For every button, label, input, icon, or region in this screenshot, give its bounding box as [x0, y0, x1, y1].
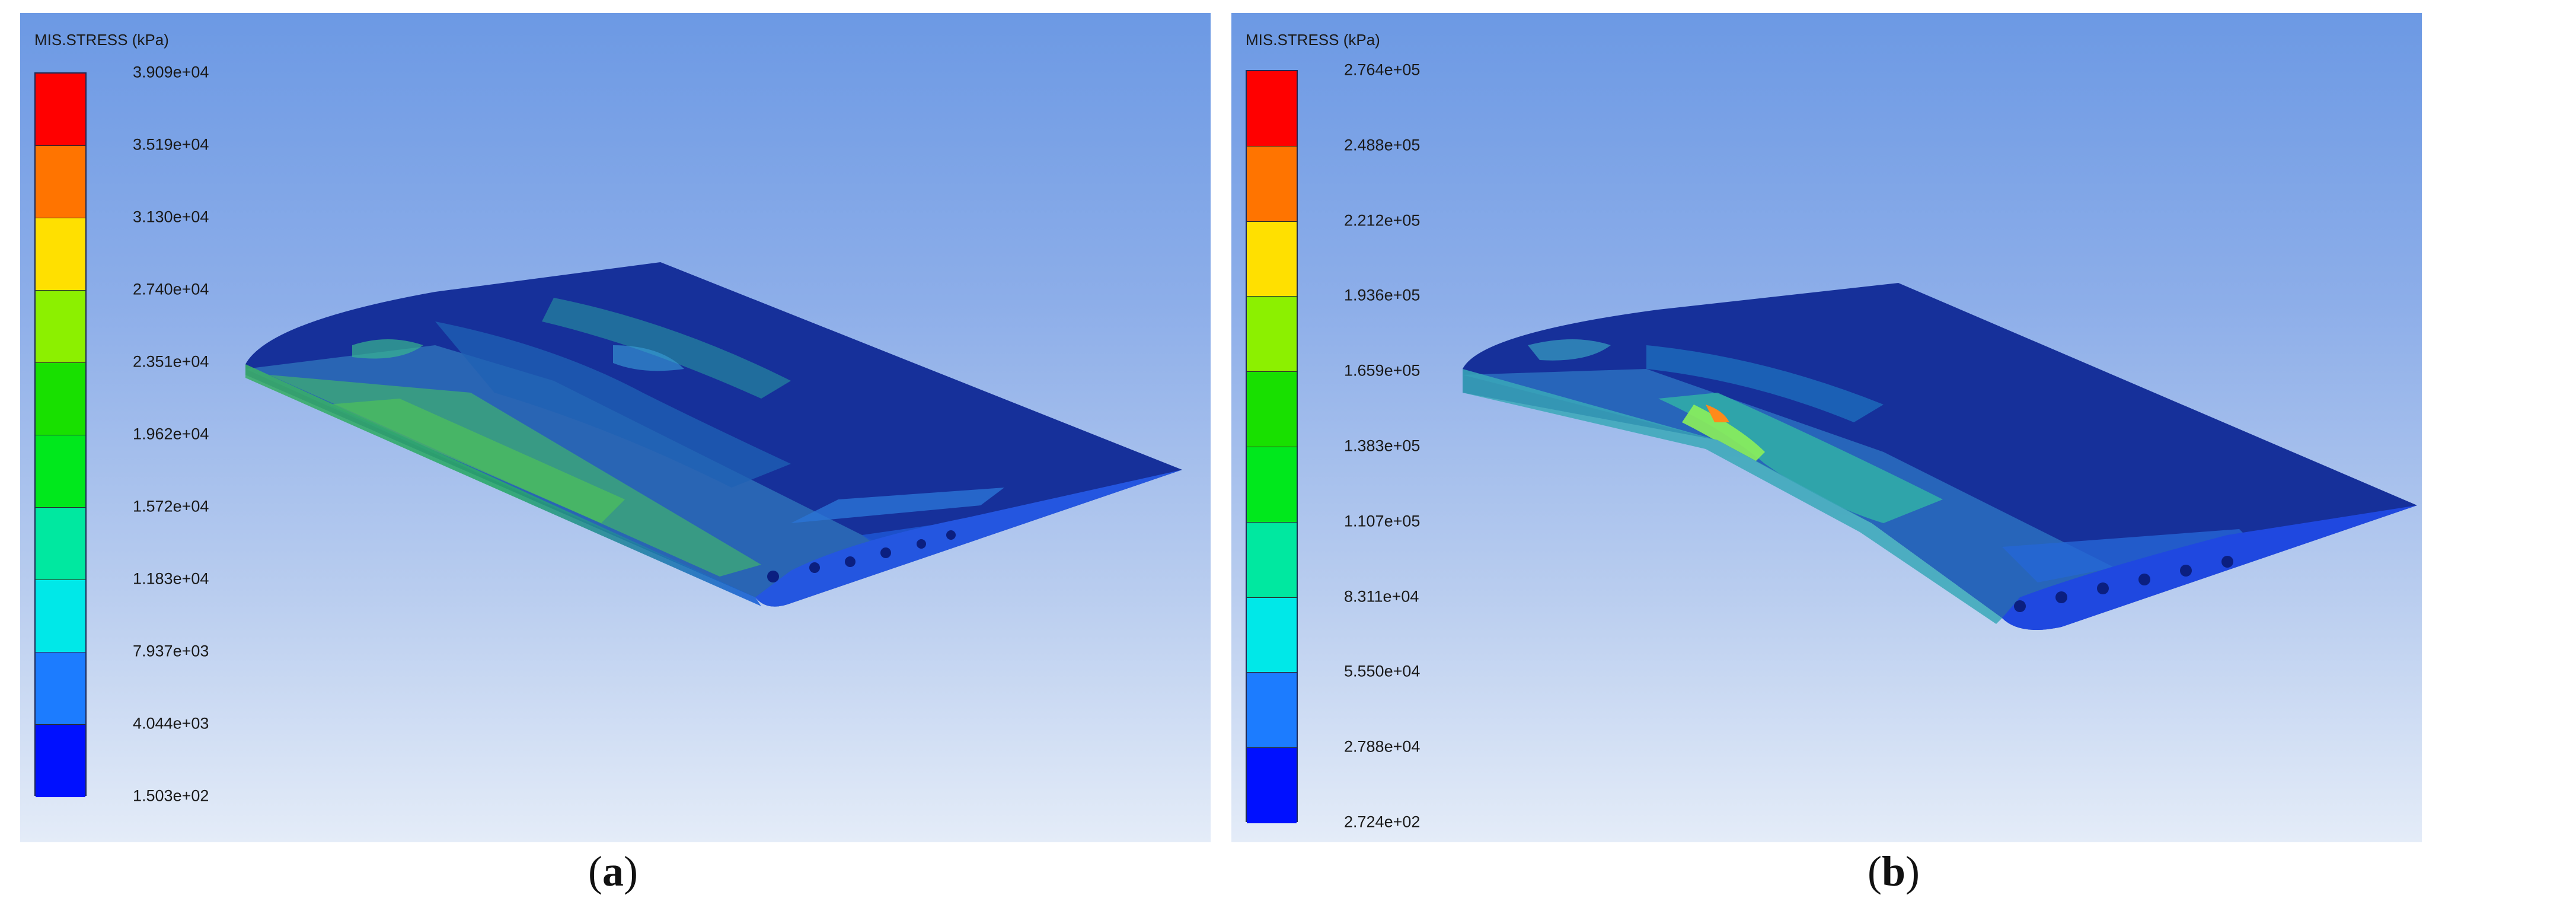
- legend-color-band: [1247, 522, 1297, 598]
- caption-a: (a): [588, 848, 638, 895]
- legend-color-band: [36, 146, 85, 218]
- legend-tick-label: 1.659e+05: [1344, 361, 1421, 380]
- wing-stress-contour: [1463, 283, 2417, 630]
- legend-tick-label: 1.962e+04: [133, 425, 209, 443]
- legend-title: MIS.STRESS (kPa): [1246, 31, 1380, 49]
- legend-color-band: [1247, 221, 1297, 297]
- caption-b: (b): [1868, 848, 1920, 895]
- legend-color-band: [36, 435, 85, 508]
- legend-color-band: [1247, 748, 1297, 823]
- legend-tick-label: 8.311e+04: [1344, 587, 1419, 606]
- legend-tick-label: 3.130e+04: [133, 208, 209, 226]
- legend-color-band: [1247, 447, 1297, 523]
- legend-tick-label: 2.351e+04: [133, 352, 209, 371]
- legend-color-band: [1247, 71, 1297, 147]
- legend-tick-label: 2.488e+05: [1344, 136, 1421, 154]
- legend-color-band: [36, 725, 85, 797]
- legend-tick-label: 2.724e+02: [1344, 813, 1421, 831]
- legend-color-band: [36, 652, 85, 725]
- legend-tick-label: 2.788e+04: [1344, 737, 1421, 756]
- legend-color-band: [1247, 673, 1297, 749]
- legend-color-band: [1247, 297, 1297, 372]
- legend-title: MIS.STRESS (kPa): [34, 31, 169, 49]
- legend-color-band: [36, 508, 85, 580]
- legend-tick-label: 1.107e+05: [1344, 512, 1421, 530]
- legend-tick-label: 1.572e+04: [133, 497, 209, 515]
- color-legend-bar: [34, 72, 87, 797]
- legend-color-band: [1247, 146, 1297, 222]
- legend-color-band: [1247, 372, 1297, 447]
- legend-tick-label: 1.383e+05: [1344, 437, 1421, 455]
- legend-color-band: [36, 363, 85, 435]
- viewport-panel-a: MIS.STRESS (kPa) 3.909e+04 3.519e+04 3.130…: [20, 13, 1211, 842]
- color-legend-bar: [1246, 70, 1298, 823]
- legend-color-band: [1247, 597, 1297, 673]
- legend-tick-label: 5.550e+04: [1344, 662, 1421, 680]
- viewport-panel-b: MIS.STRESS (kPa) 2.764e+05 2.488e+05 2.212…: [1231, 13, 2422, 842]
- legend-tick-label: 2.764e+05: [1344, 61, 1421, 79]
- legend-tick-label: 4.044e+03: [133, 714, 209, 733]
- legend-color-band: [36, 580, 85, 652]
- legend-tick-label: 1.183e+04: [133, 569, 209, 588]
- legend-tick-label: 2.740e+04: [133, 280, 209, 298]
- legend-color-band: [36, 218, 85, 291]
- wing-stress-contour: [245, 262, 1182, 607]
- legend-tick-label: 7.937e+03: [133, 642, 209, 660]
- legend-color-band: [36, 291, 85, 363]
- legend-tick-label: 3.519e+04: [133, 135, 209, 154]
- legend-tick-label: 1.503e+02: [133, 787, 209, 805]
- legend-tick-label: 3.909e+04: [133, 63, 209, 81]
- legend-tick-label: 1.936e+05: [1344, 286, 1421, 304]
- legend-tick-label: 2.212e+05: [1344, 211, 1421, 230]
- legend-color-band: [36, 74, 85, 146]
